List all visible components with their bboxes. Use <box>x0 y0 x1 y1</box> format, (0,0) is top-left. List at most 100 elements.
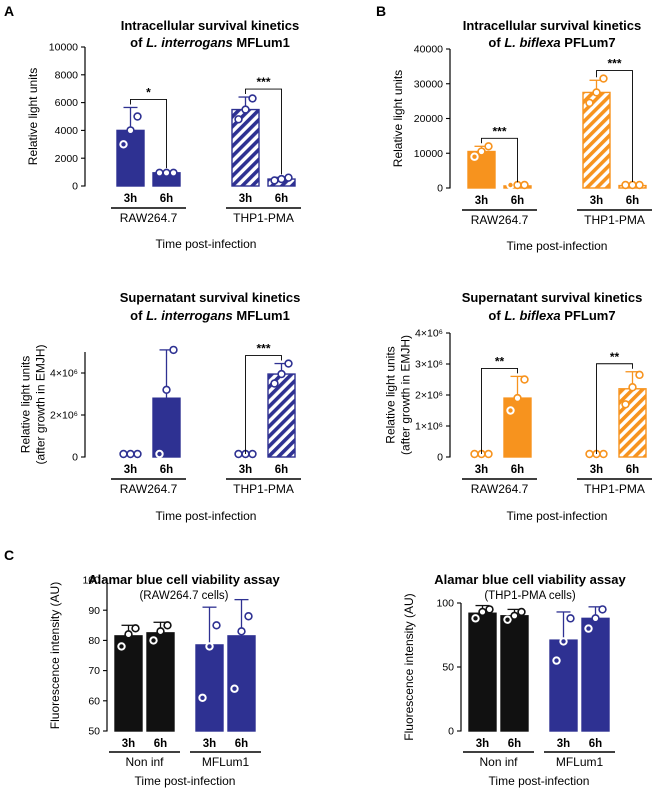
x-tick-label: 3h <box>239 464 252 476</box>
chart-subtitle: of L. interrogans MFLum1 <box>130 308 290 323</box>
x-tick-label: 6h <box>160 464 173 476</box>
bar-6h <box>146 632 175 732</box>
data-point <box>621 400 630 409</box>
bar-6h <box>503 397 532 458</box>
y-tick-label: 100 <box>82 575 100 587</box>
chart-title: Supernatant survival kinetics <box>120 290 301 305</box>
group-label: THP1-PMA <box>584 213 645 227</box>
significance-bracket <box>130 99 167 169</box>
data-point-core <box>473 616 478 621</box>
data-point-core <box>232 686 237 691</box>
data-point <box>270 176 279 185</box>
x-tick-label: 3h <box>124 464 137 476</box>
x-tick-label: 3h <box>476 738 489 750</box>
data-point <box>510 611 519 620</box>
bar-6h <box>227 635 256 732</box>
y-tick-label: 30000 <box>414 78 443 90</box>
data-point <box>133 112 142 121</box>
data-point <box>484 449 493 459</box>
significance-label: * <box>146 85 151 99</box>
y-axis-label: Fluorescence intensity (AU) <box>402 593 416 740</box>
x-tick-label: 3h <box>203 738 216 750</box>
data-point <box>244 612 253 621</box>
data-point <box>162 385 171 394</box>
data-point <box>484 142 493 151</box>
data-point <box>248 449 257 459</box>
data-point <box>591 614 600 623</box>
y-axis-label: (after growth in EMJH) <box>399 335 413 455</box>
significance-label: ** <box>495 354 505 368</box>
y-tick-label: 4×10⁶ <box>50 368 78 380</box>
chart-subtitle: of L. interrogans MFLum1 <box>130 35 290 50</box>
data-point <box>126 449 135 459</box>
y-tick-label: 8000 <box>55 69 79 81</box>
y-axis-label: Relative light units <box>384 346 398 443</box>
panel-label-b: B <box>376 3 386 19</box>
group-label: MFLum1 <box>202 755 250 769</box>
data-point <box>234 449 243 459</box>
bar-6h <box>267 373 296 458</box>
group-label: MFLum1 <box>556 755 604 769</box>
chart-title: Alamar blue cell viability assay <box>88 572 280 587</box>
bar-3h <box>549 639 578 732</box>
x-axis-label: Time post-infection <box>507 239 608 253</box>
group-label: RAW264.7 <box>120 482 178 496</box>
data-point <box>212 621 221 630</box>
data-point <box>517 607 526 617</box>
x-tick-label: 3h <box>557 738 570 750</box>
group-label: THP1-PMA <box>233 482 294 496</box>
data-point <box>628 383 637 392</box>
y-tick-label: 80 <box>88 635 100 647</box>
data-point <box>169 345 178 355</box>
y-tick-label: 90 <box>88 605 100 617</box>
data-point <box>520 180 529 190</box>
y-axis-label: (after growth in EMJH) <box>34 344 48 464</box>
data-point-core <box>505 617 510 622</box>
data-point <box>513 180 522 190</box>
data-point-core <box>151 638 156 643</box>
chart-title: Intracellular survival kinetics <box>463 18 641 33</box>
bar-3h <box>116 129 145 187</box>
data-point <box>470 449 479 459</box>
data-point <box>155 168 164 177</box>
y-tick-label: 50 <box>88 726 100 738</box>
data-point <box>133 449 142 459</box>
data-point <box>598 605 607 614</box>
data-point <box>284 359 293 368</box>
x-axis-label: Time post-infection <box>156 509 257 523</box>
y-axis-label: Relative light units <box>19 356 33 453</box>
y-tick-label: 100 <box>436 598 454 610</box>
data-point <box>478 607 487 617</box>
group-label: RAW264.7 <box>120 211 178 225</box>
data-point-core <box>508 182 513 188</box>
x-tick-label: 6h <box>154 738 167 750</box>
y-tick-label: 60 <box>88 695 100 707</box>
x-tick-label: 6h <box>511 195 524 207</box>
data-point <box>270 379 279 388</box>
x-tick-label: 6h <box>511 464 524 476</box>
data-point-core <box>554 658 559 663</box>
data-point-core <box>157 451 162 457</box>
x-tick-label: 3h <box>124 193 137 205</box>
chart-subtitle: (RAW264.7 cells) <box>139 590 228 602</box>
chart-c-raw: Alamar blue cell viability assay (RAW264.… <box>48 572 281 788</box>
data-point <box>156 627 165 636</box>
data-point <box>169 168 178 177</box>
y-tick-label: 2×10⁶ <box>415 390 443 402</box>
data-point <box>628 180 637 190</box>
bar-3h <box>195 644 224 732</box>
data-point <box>585 449 594 459</box>
data-point <box>119 449 128 459</box>
y-tick-label: 6000 <box>55 97 79 109</box>
significance-label: *** <box>492 124 506 138</box>
significance-label: ** <box>610 350 620 364</box>
bar-3h <box>582 91 611 189</box>
x-tick-label: 3h <box>475 464 488 476</box>
x-axis-label: Time post-infection <box>135 774 236 788</box>
data-point <box>635 180 644 190</box>
chart-a-intracellular: Intracellular survival kinetics of L. int… <box>26 18 301 251</box>
x-tick-label: 6h <box>160 193 173 205</box>
x-tick-label: 6h <box>275 464 288 476</box>
panel-label-a: A <box>4 3 14 19</box>
chart-subtitle: (THP1-PMA cells) <box>484 590 576 602</box>
